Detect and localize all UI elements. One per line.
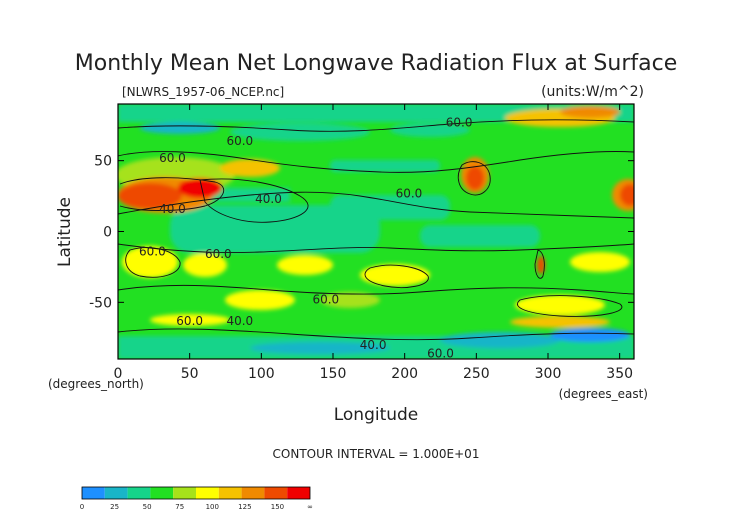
colorbar-tick-label: 0 — [80, 503, 84, 511]
y-tick-label: 50 — [94, 154, 112, 170]
colorbar-swatch — [173, 487, 196, 499]
colorbar-tick-label: 75 — [175, 503, 184, 511]
x-tick-label: 350 — [606, 366, 633, 382]
y-unit-label: (degrees_north) — [48, 377, 144, 391]
contour-interval-text: CONTOUR INTERVAL = 1.000E+01 — [273, 447, 480, 461]
contour-label: 40.0 — [360, 338, 387, 352]
contour-label: 60.0 — [139, 244, 166, 258]
colorbar-swatch — [287, 487, 310, 499]
colorbar-tick-label: 125 — [238, 503, 251, 511]
colorbar-tick-label: 25 — [110, 503, 119, 511]
contour-labels: 60.0 60.0 60.0 40.0 60.0 40.0 60.0 60.0 60.0 60.0… — [139, 115, 472, 360]
contour-label: 60.0 — [312, 293, 339, 307]
colorbar-tick-label: 150 — [271, 503, 284, 511]
units-label: (units:W/m^2) — [541, 84, 644, 100]
colorbar-swatch — [218, 487, 242, 499]
x-tick-label: 200 — [391, 366, 418, 382]
contour-label: 60.0 — [159, 151, 186, 165]
colorbar-frame — [81, 486, 311, 500]
contour-label: 60.0 — [205, 247, 232, 261]
contour-lines — [118, 119, 634, 341]
colorbar-swatch — [127, 487, 151, 499]
contour-label: 40.0 — [226, 314, 253, 328]
colorbar-swatch — [150, 487, 174, 499]
file-label: [NLWRS_1957-06_NCEP.nc] — [122, 85, 284, 99]
contour-label: 40.0 — [159, 202, 186, 216]
contour-label: 60.0 — [446, 115, 473, 129]
chart-title: Monthly Mean Net Longwave Radiation Flux… — [75, 51, 678, 76]
colorbar-swatch — [82, 487, 105, 499]
contour-label: 60.0 — [427, 346, 454, 360]
x-axis-ticks: 0 50 100 150 200 250 300 350 — [114, 104, 633, 382]
colorbar-tick-label: 50 — [143, 503, 152, 511]
x-tick-label: 250 — [463, 366, 490, 382]
colorbar-tick-label: ∞ — [307, 503, 313, 511]
colorbar: 0 25 50 75 100 125 150 ∞ — [80, 486, 313, 511]
y-tick-label: -50 — [89, 295, 112, 311]
colorbar-swatch — [104, 487, 128, 499]
x-tick-label: 50 — [181, 366, 199, 382]
contour-label: 60.0 — [176, 314, 203, 328]
x-tick-label: 0 — [114, 366, 123, 382]
x-unit-label: (degrees_east) — [559, 387, 648, 401]
y-tick-label: 0 — [103, 225, 112, 241]
x-tick-label: 100 — [248, 366, 275, 382]
contour-label: 60.0 — [396, 186, 423, 200]
plot-area: 60.0 60.0 60.0 40.0 60.0 40.0 60.0 60.0 60.0 60.0… — [117, 103, 635, 360]
colorbar-tick-label: 100 — [206, 503, 219, 511]
x-axis-label: Longitude — [334, 405, 419, 425]
y-axis-ticks: 50 0 -50 — [89, 154, 634, 311]
y-axis-label: Latitude — [55, 197, 75, 267]
heatmap-field — [118, 104, 634, 359]
x-tick-label: 150 — [320, 366, 347, 382]
colorbar-swatch — [241, 487, 265, 499]
x-tick-label: 300 — [535, 366, 562, 382]
contour-label: 60.0 — [226, 134, 253, 148]
colorbar-swatch — [264, 487, 288, 499]
contour-label: 40.0 — [255, 192, 282, 206]
colorbar-swatch — [196, 487, 219, 499]
